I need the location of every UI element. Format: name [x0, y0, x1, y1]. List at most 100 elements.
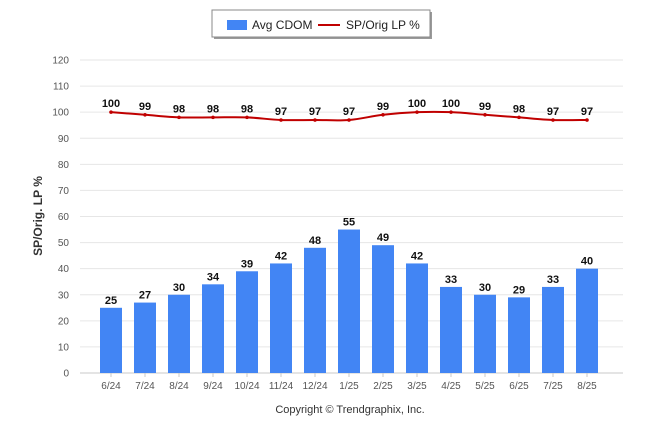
bar-data-label: 33 [547, 274, 559, 286]
line-point [279, 118, 283, 122]
copyright-text: Copyright © Trendgraphix, Inc. [275, 404, 424, 416]
line-point [415, 110, 419, 114]
legend-label-avg-cdom: Avg CDOM [252, 18, 312, 32]
x-tick-label: 8/25 [577, 381, 597, 392]
line-point [143, 112, 147, 117]
y-tick-label: 40 [58, 264, 70, 275]
bar [406, 263, 428, 373]
line-data-label: 98 [241, 103, 253, 115]
line-point [449, 110, 453, 114]
y-tick-label: 20 [58, 316, 70, 327]
x-tick-label: 10/24 [234, 381, 259, 392]
x-tick-label: 11/24 [269, 381, 294, 392]
bar [508, 297, 530, 373]
bar [542, 286, 564, 373]
line-data-label: 99 [479, 101, 491, 113]
line-point [109, 110, 113, 114]
x-axis-ticks: 6/24 7/24 8/24 9/24 10/24 11/24 12/24 1/25 2/25 3… [101, 373, 597, 392]
bar-data-label: 40 [581, 256, 593, 268]
x-tick-label: 1/25 [339, 381, 359, 392]
bar-data-label: 25 [105, 295, 117, 307]
line-data-label: 97 [581, 106, 593, 118]
bar-data-label: 49 [377, 232, 389, 244]
bar-data-label: 33 [445, 274, 457, 286]
line-data-label: 100 [102, 98, 120, 110]
y-tick-label: 30 [58, 290, 70, 301]
legend-swatch-avg-cdom [227, 20, 247, 30]
bar-data-label: 42 [411, 250, 423, 262]
y-tick-label: 10 [58, 342, 70, 353]
y-tick-label: 60 [58, 212, 70, 223]
y-tick-label: 120 [52, 56, 69, 67]
line-data-label: 97 [547, 106, 559, 118]
line-point [483, 112, 487, 117]
x-tick-label: 4/25 [441, 381, 461, 392]
y-tick-label: 90 [58, 134, 70, 145]
bar [168, 294, 190, 373]
legend: Avg CDOM SP/Orig LP % [211, 9, 432, 39]
bar [474, 294, 496, 373]
line-point [211, 115, 215, 120]
bar [100, 307, 122, 373]
bar-data-label: 55 [343, 217, 355, 229]
bar [202, 284, 224, 373]
line-data-label: 98 [173, 103, 185, 115]
y-tick-label: 0 [63, 369, 69, 380]
line-point [381, 112, 385, 117]
y-tick-label: 70 [58, 186, 70, 197]
x-tick-label: 5/25 [475, 381, 495, 392]
legend-label-sp-orig-lp: SP/Orig LP % [346, 18, 420, 32]
bar-data-label: 30 [479, 282, 491, 294]
bar-data-label: 29 [513, 284, 525, 296]
bar-series [100, 229, 598, 373]
bar-data-labels: 25 27 30 34 39 42 48 55 49 42 33 30 29 33 40 [105, 217, 593, 307]
bar-data-label: 39 [241, 258, 253, 270]
bar-data-label: 48 [309, 235, 321, 247]
line-data-label: 98 [513, 103, 525, 115]
x-tick-label: 2/25 [373, 381, 393, 392]
bar-data-label: 34 [207, 271, 220, 283]
line-data-label: 97 [343, 106, 355, 118]
bar [304, 247, 326, 373]
bar [270, 263, 292, 373]
x-tick-label: 6/24 [101, 381, 121, 392]
x-tick-label: 7/25 [543, 381, 563, 392]
x-tick-label: 12/24 [302, 381, 327, 392]
line-data-label: 99 [377, 101, 389, 113]
line-data-label: 100 [442, 98, 460, 110]
bar [236, 271, 258, 373]
line-point [347, 118, 351, 122]
bar [338, 229, 360, 373]
line-point [245, 115, 249, 120]
bar [372, 245, 394, 373]
bar-data-label: 30 [173, 282, 185, 294]
line-data-labels: 100 99 98 98 98 97 97 97 99 100 100 99 98 97 97 [102, 98, 593, 118]
bar [134, 302, 156, 373]
line-data-label: 98 [207, 103, 219, 115]
line-point [585, 118, 589, 122]
y-tick-label: 100 [52, 108, 69, 119]
x-tick-label: 7/24 [135, 381, 155, 392]
line-data-label: 100 [408, 98, 426, 110]
y-tick-label: 80 [58, 160, 70, 171]
line-point [177, 115, 181, 120]
line-point [313, 118, 317, 122]
bar [440, 286, 462, 373]
x-tick-label: 3/25 [407, 381, 427, 392]
y-tick-label: 110 [53, 82, 69, 93]
line-series [109, 110, 589, 122]
y-tick-label: 50 [58, 238, 70, 249]
x-tick-label: 8/24 [169, 381, 189, 392]
bar-data-label: 27 [139, 290, 151, 302]
x-tick-label: 9/24 [203, 381, 223, 392]
y-axis-title: SP/Orig. LP % [31, 176, 45, 256]
line-data-label: 99 [139, 101, 151, 113]
line-point [517, 115, 521, 120]
line-data-label: 97 [309, 106, 321, 118]
bar-data-label: 42 [275, 250, 287, 262]
x-tick-label: 6/25 [509, 381, 529, 392]
line-point [551, 118, 555, 122]
line-data-label: 97 [275, 106, 287, 118]
y-axis-ticks: 0 10 20 30 40 50 60 70 80 90 100 110 120 [52, 56, 69, 380]
